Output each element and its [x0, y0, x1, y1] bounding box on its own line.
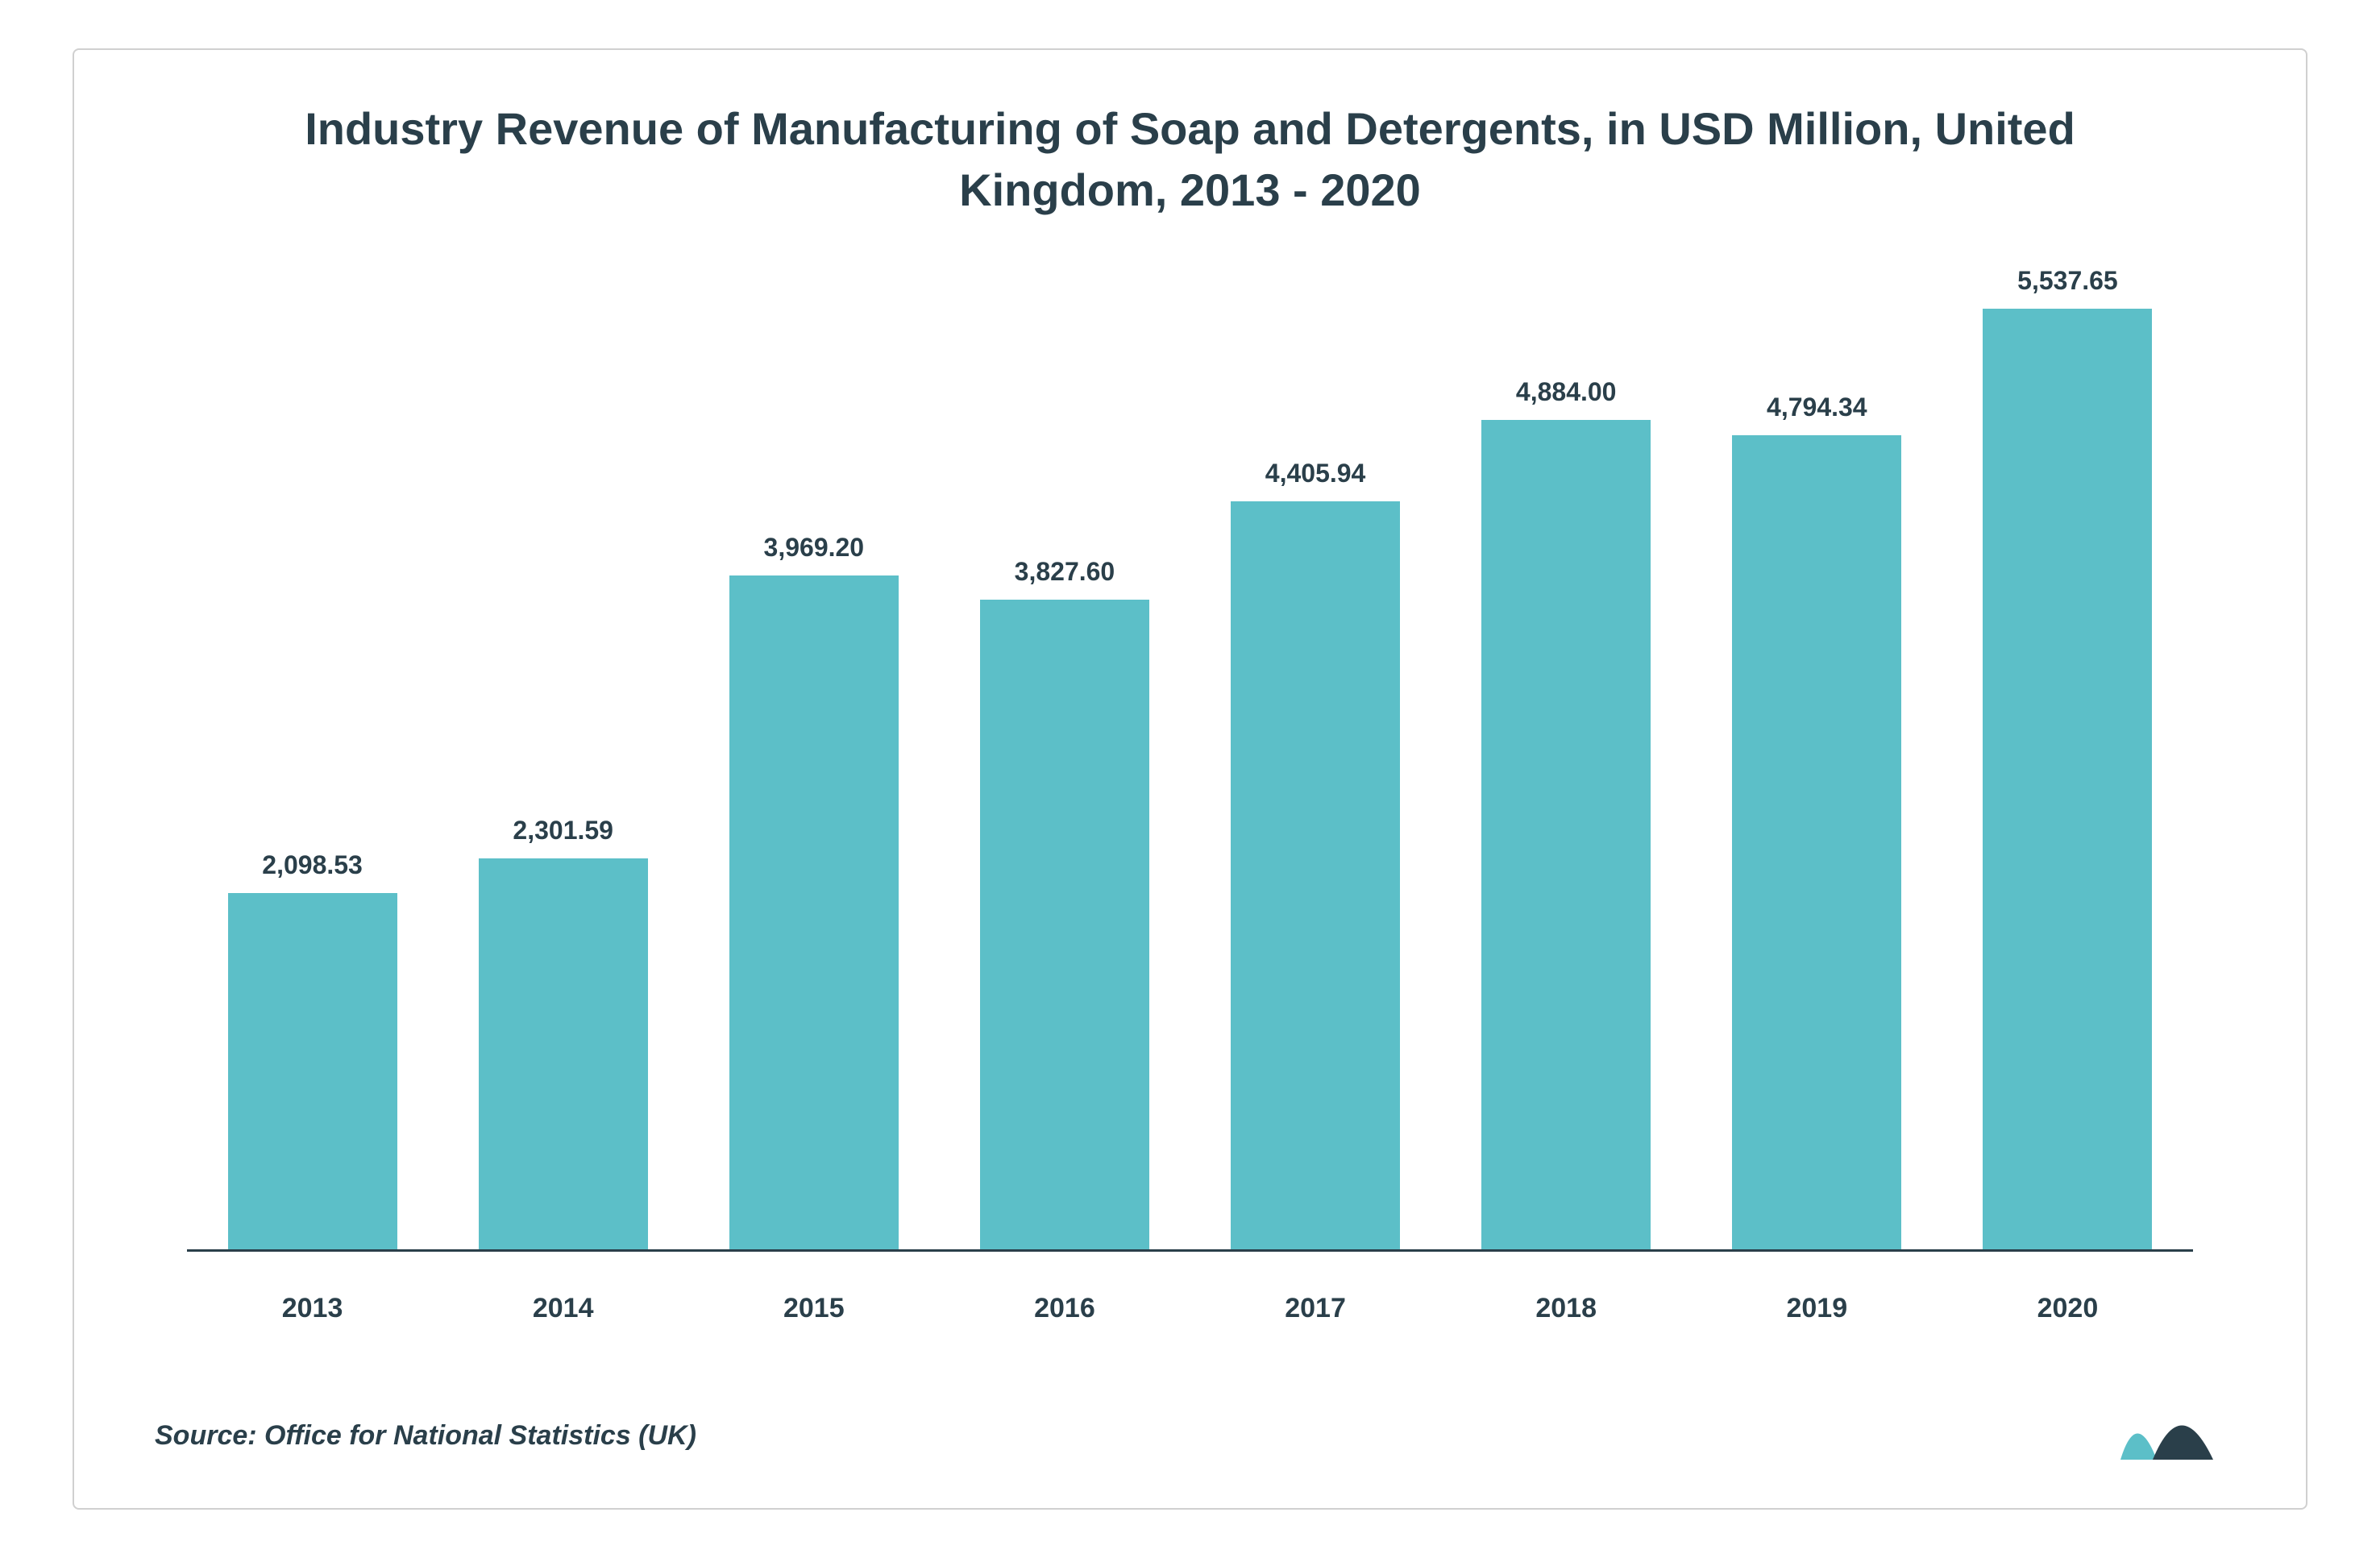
x-axis-labels: 2013 2014 2015 2016 2017 2018 2019 2020: [187, 1293, 2193, 1324]
plot-area: 2,098.53 2,301.59 3,969.20 3,827.60 4,405.94…: [187, 285, 2193, 1332]
x-axis-label: 2013: [202, 1293, 423, 1324]
x-axis-label: 2020: [1958, 1293, 2179, 1324]
bar: [1983, 309, 2152, 1249]
bar-value-label: 4,405.94: [1265, 459, 1366, 488]
bars-wrap: 2,098.53 2,301.59 3,969.20 3,827.60 4,405.94…: [187, 301, 2193, 1252]
x-axis-label: 2015: [704, 1293, 924, 1324]
bar-column: 2,301.59: [453, 816, 674, 1249]
source-text: Source: Office for National Statistics (…: [155, 1420, 696, 1452]
x-axis-label: 2017: [1205, 1293, 1426, 1324]
x-axis-label: 2019: [1706, 1293, 1927, 1324]
bar: [1732, 435, 1901, 1249]
bar-value-label: 3,827.60: [1015, 557, 1115, 587]
chart-container: Industry Revenue of Manufacturing of Soa…: [73, 48, 2307, 1510]
x-axis-label: 2018: [1456, 1293, 1676, 1324]
bar-column: 3,969.20: [704, 533, 924, 1249]
brand-logo: [2112, 1395, 2225, 1468]
bar-column: 3,827.60: [954, 557, 1175, 1250]
x-axis-label: 2014: [453, 1293, 674, 1324]
bar: [729, 575, 899, 1249]
bar-column: 4,884.00: [1456, 377, 1676, 1249]
x-axis-label: 2016: [954, 1293, 1175, 1324]
chart-title: Industry Revenue of Manufacturing of Soa…: [139, 98, 2241, 220]
bar-column: 2,098.53: [202, 850, 423, 1249]
bar-value-label: 5,537.65: [2017, 266, 2118, 296]
bar: [479, 858, 648, 1249]
bar-column: 4,405.94: [1205, 459, 1426, 1249]
bar: [1481, 420, 1651, 1249]
bar: [1231, 501, 1400, 1249]
bar-value-label: 2,301.59: [513, 816, 613, 845]
bar-value-label: 3,969.20: [764, 533, 865, 563]
bar-value-label: 2,098.53: [262, 850, 363, 880]
bar-column: 4,794.34: [1706, 393, 1927, 1249]
bar-column: 5,537.65: [1958, 266, 2179, 1249]
bar: [228, 893, 397, 1249]
bar-value-label: 4,794.34: [1767, 393, 1867, 422]
bar-value-label: 4,884.00: [1516, 377, 1617, 407]
bar: [980, 600, 1149, 1250]
